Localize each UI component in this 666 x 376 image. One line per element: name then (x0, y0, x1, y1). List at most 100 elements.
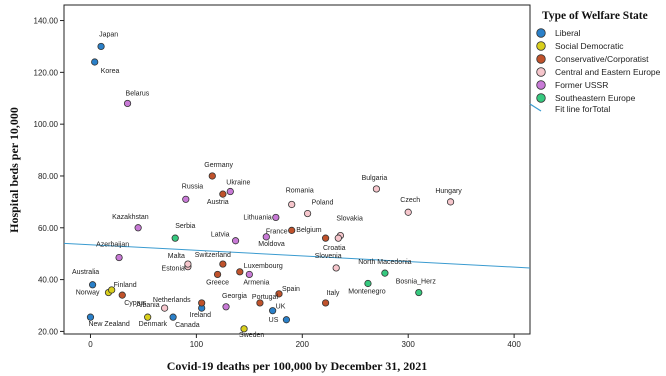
fit-line-layer (63, 242, 531, 269)
point-label: Greece (206, 279, 229, 286)
point-label: Romania (286, 187, 314, 194)
data-point (219, 260, 227, 268)
point-label: France (266, 228, 288, 235)
point-label: Japan (99, 31, 118, 38)
point-label: Croatia (323, 245, 346, 252)
x-tick-label: 400 (507, 340, 521, 349)
legend: Type of Welfare State Liberal Social Demo… (529, 10, 661, 114)
data-point (231, 237, 240, 245)
y-tick-label: 60.00 (38, 224, 59, 233)
point-label: Hungary (435, 188, 462, 195)
x-tick-label: 0 (88, 340, 93, 349)
data-point (115, 253, 123, 262)
data-point (182, 195, 190, 203)
data-point (171, 234, 179, 242)
data-point (86, 313, 95, 321)
point-label: UK (276, 304, 286, 311)
point-label: Slovenia (315, 253, 342, 260)
legend-fit-line-swatch (529, 103, 542, 112)
data-point (288, 226, 296, 234)
legend-swatch (536, 41, 546, 51)
point-label: Belarus (126, 90, 150, 97)
data-point (415, 288, 423, 297)
point-label: Georgia (222, 293, 247, 300)
data-point (134, 224, 142, 232)
point-label: Russia (182, 183, 204, 190)
point-label: Cyprus (124, 300, 147, 307)
x-tick-label: 200 (296, 340, 310, 349)
point-label: Denmark (139, 321, 168, 328)
point-label: US (269, 317, 279, 324)
data-point (118, 291, 126, 299)
data-point (262, 233, 270, 241)
legend-label: Liberal (555, 28, 581, 38)
data-point (123, 99, 132, 108)
axis-ticks-layer: 20.00 40.00 60.00 80.00 100.00 120.00 140.00 0 1… (34, 17, 522, 349)
point-label: Slovakia (336, 216, 363, 223)
y-tick-label: 100.00 (34, 120, 59, 129)
data-point (169, 313, 177, 321)
y-tick-label: 140.00 (34, 17, 59, 26)
data-point (219, 190, 227, 198)
legend-label: Former USSR (555, 80, 608, 90)
y-tick-label: 20.00 (38, 327, 59, 336)
data-point (321, 234, 330, 242)
legend-label: Southeastern Europe (555, 93, 636, 103)
data-point (303, 209, 312, 218)
data-point (240, 325, 248, 333)
data-point (372, 185, 381, 193)
point-label: North Macedonia (358, 259, 411, 266)
point-label: Finland (114, 282, 137, 289)
point-label: Bulgaria (362, 175, 388, 182)
point-label: Albania (136, 302, 159, 309)
data-point (381, 269, 389, 277)
point-label: Estonia (162, 266, 185, 273)
legend-swatch (536, 80, 546, 90)
point-label: Lithuania (243, 214, 272, 221)
data-point (282, 316, 291, 324)
data-point (91, 58, 99, 66)
point-label: Luxembourg (244, 263, 283, 270)
point-label: Poland (312, 200, 334, 207)
point-label: Latvia (211, 232, 230, 239)
data-point (213, 270, 222, 279)
point-label: Malta (168, 253, 185, 260)
legend-title: Type of Welfare State (542, 10, 648, 22)
data-point (208, 172, 216, 180)
data-point (332, 264, 340, 272)
data-point (256, 299, 264, 307)
data-point (184, 260, 192, 268)
legend-swatch (536, 67, 546, 77)
legend-label: Social Democratic (555, 41, 624, 51)
data-point (364, 279, 372, 288)
point-label: Ukraine (226, 180, 250, 187)
data-point (198, 299, 206, 307)
point-label: Bosnia_Herz (396, 279, 437, 286)
point-label: Korea (101, 68, 120, 75)
point-label: Belgium (296, 227, 321, 234)
x-tick-label: 100 (190, 340, 204, 349)
fit-line (63, 242, 531, 269)
y-tick-label: 80.00 (38, 172, 59, 181)
point-label: New Zealand (88, 321, 129, 328)
data-point (272, 213, 280, 222)
point-label: Moldova (258, 241, 285, 248)
data-point (88, 281, 97, 289)
data-point (321, 299, 330, 307)
y-axis-title: Hospital beds per 10,000 (7, 107, 21, 233)
point-label: Portugal (252, 294, 279, 301)
x-tick-label: 300 (402, 340, 416, 349)
data-point (275, 290, 283, 298)
point-label: Sweden (239, 332, 264, 339)
data-point (269, 307, 277, 315)
data-point (245, 270, 253, 279)
point-label: Montenegro (348, 288, 385, 295)
legend-swatch (536, 93, 546, 103)
point-label: Australia (72, 269, 99, 276)
legend-label: Conservative/Corporatist (555, 54, 649, 64)
data-point (236, 268, 244, 276)
legend-swatch (536, 54, 546, 64)
y-tick-label: 40.00 (38, 276, 59, 285)
data-point (334, 234, 342, 242)
point-label: Norway (76, 290, 100, 297)
